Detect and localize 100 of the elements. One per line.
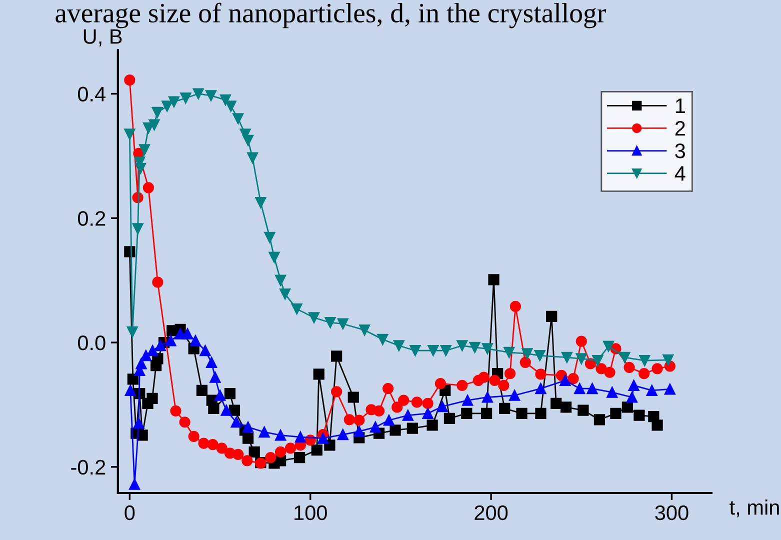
- point: [294, 452, 306, 464]
- point: [207, 438, 218, 450]
- point: [228, 404, 240, 416]
- y-tick-label: 0.2: [78, 211, 106, 226]
- point: [311, 444, 322, 456]
- point: [393, 340, 404, 352]
- point: [170, 405, 182, 416]
- point: [180, 92, 192, 104]
- point: [126, 326, 138, 338]
- point: [205, 90, 217, 102]
- point: [255, 197, 266, 208]
- point: [390, 424, 401, 436]
- point: [377, 334, 388, 345]
- point: [198, 438, 210, 449]
- point: [619, 352, 630, 363]
- point: [138, 144, 150, 156]
- point: [370, 422, 381, 433]
- point: [522, 348, 533, 360]
- x-axis-title: t, min: [730, 500, 779, 518]
- point: [578, 404, 589, 416]
- point: [576, 336, 587, 347]
- point: [337, 318, 348, 330]
- y-tick-label: 0.4: [78, 86, 106, 102]
- point: [134, 162, 146, 174]
- point: [242, 134, 254, 146]
- point: [402, 410, 414, 421]
- point: [482, 343, 493, 354]
- point: [638, 368, 650, 380]
- point: [274, 430, 286, 441]
- point: [634, 410, 645, 421]
- point: [440, 345, 452, 356]
- point: [392, 402, 403, 413]
- point: [489, 374, 500, 386]
- point: [574, 382, 586, 394]
- point: [248, 446, 260, 458]
- point: [208, 402, 220, 414]
- point: [662, 354, 674, 366]
- y-tick-label: 0.0: [78, 336, 106, 350]
- point: [422, 398, 434, 410]
- point: [606, 386, 618, 398]
- point: [406, 422, 418, 434]
- point: [504, 346, 515, 358]
- point: [192, 88, 204, 100]
- point: [411, 396, 423, 408]
- point: [165, 335, 176, 346]
- point: [586, 382, 598, 394]
- point: [291, 303, 302, 314]
- point: [225, 100, 236, 112]
- point: [478, 372, 490, 383]
- point: [354, 414, 365, 426]
- point: [560, 402, 572, 413]
- point: [510, 300, 521, 312]
- point: [535, 382, 546, 394]
- point: [331, 386, 342, 398]
- point: [232, 113, 244, 124]
- point: [210, 372, 221, 383]
- point: [535, 368, 546, 380]
- point: [422, 408, 434, 419]
- point: [610, 408, 622, 419]
- point: [373, 405, 385, 416]
- point: [398, 394, 410, 406]
- point: [624, 362, 635, 373]
- legend-label: 2: [675, 120, 685, 136]
- point: [568, 373, 579, 384]
- point: [626, 392, 638, 403]
- point: [242, 422, 254, 433]
- point: [142, 182, 154, 194]
- point: [561, 352, 572, 363]
- point: [546, 310, 558, 322]
- point: [274, 446, 286, 458]
- point: [152, 276, 164, 288]
- point: [148, 119, 160, 130]
- point: [242, 432, 254, 444]
- point: [214, 390, 226, 401]
- point: [480, 408, 492, 419]
- point: [188, 430, 200, 442]
- point: [592, 354, 604, 366]
- point: [482, 392, 493, 403]
- point: [428, 345, 439, 356]
- point: [182, 328, 194, 340]
- point: [382, 382, 394, 394]
- text: average size of nanoparticles, d, in the crystallogr: [56, 2, 606, 28]
- point: [124, 384, 136, 396]
- y-axis-title: U, B: [84, 29, 122, 46]
- point: [646, 384, 658, 396]
- point: [206, 356, 218, 368]
- point: [516, 408, 528, 419]
- point: [550, 398, 562, 410]
- point: [504, 368, 516, 380]
- point: [220, 94, 231, 106]
- point: [436, 401, 448, 412]
- point: [162, 100, 173, 112]
- point: [124, 128, 136, 140]
- point: [258, 426, 270, 438]
- point: [129, 478, 140, 490]
- point: [560, 374, 571, 386]
- point: [152, 106, 163, 118]
- point: [622, 402, 634, 413]
- point: [594, 414, 606, 426]
- point: [124, 74, 136, 86]
